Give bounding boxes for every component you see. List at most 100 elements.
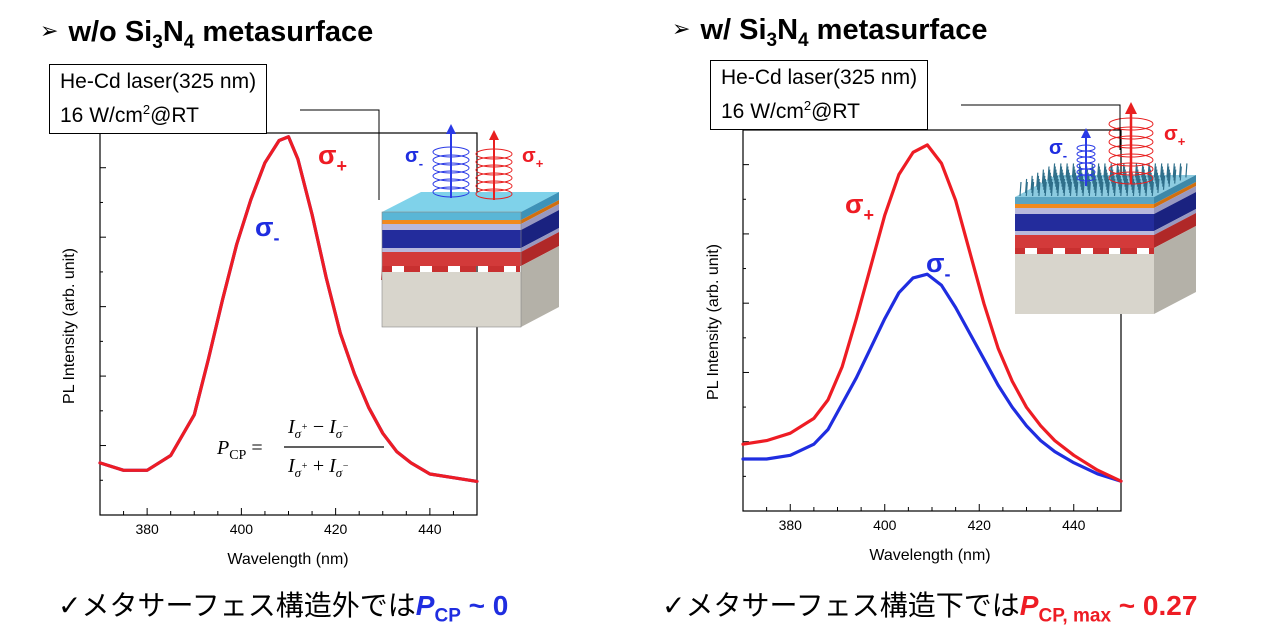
metasurface-pillar [1116, 163, 1119, 178]
laser-line-2: 16 W/cm2@RT [721, 98, 861, 123]
right-x-tick-label: 420 [968, 517, 992, 533]
metasurface-pillar [1067, 172, 1070, 187]
metasurface-pillar [1143, 172, 1146, 187]
metasurface-pillar [1120, 181, 1123, 197]
formula-denominator: Iσ+ + Iσ− [287, 455, 349, 480]
left-laser-connector [300, 109, 380, 200]
metasurface-pillar [1160, 163, 1163, 178]
formula-numerator: Iσ+ − Iσ− [287, 416, 349, 441]
metasurface-pillar [1156, 175, 1159, 190]
metasurface-pillar [1047, 166, 1050, 181]
metasurface-pillar [1161, 169, 1164, 184]
left-y-axis-label: PL Intensity (arb. unit) [61, 248, 78, 404]
metasurface-pillar [1144, 178, 1147, 193]
sigma-minus-beam-icon [1076, 128, 1096, 186]
metasurface-pillar [1157, 178, 1160, 193]
metasurface-pillar [1071, 163, 1075, 178]
metasurface-pillar [1125, 178, 1128, 193]
right-y-axis-label: PL Intensity (arb. unit) [705, 244, 722, 400]
left-heading: ➢ w/o Si3N4 metasurface [40, 16, 374, 53]
metasurface-pillar [1153, 163, 1156, 178]
metasurface-pillar [1048, 169, 1051, 184]
metasurface-pillar [1095, 181, 1098, 197]
metasurface-pillar [1100, 178, 1103, 193]
metasurface-pillar [1036, 175, 1040, 190]
metasurface-pillar [1138, 178, 1141, 193]
metasurface-pillar [1125, 175, 1128, 190]
metasurface-pillar [1060, 169, 1063, 184]
check-icon: ✓ [58, 590, 82, 621]
metasurface-pillar [1094, 178, 1097, 193]
metasurface-pillar [1076, 181, 1079, 197]
metasurface-pillar [1110, 166, 1113, 181]
metasurface-pillar [1067, 169, 1070, 184]
right-laser-connector [961, 104, 1121, 150]
metasurface-pillar [1074, 172, 1077, 187]
right-x-tick-label: 400 [873, 517, 897, 533]
metasurface-pillar [1106, 178, 1110, 193]
right-schematic-sigma-minus: σ- [1049, 137, 1067, 163]
left-device-schematic: σ- σ+ [381, 124, 559, 328]
metasurface-pillar [1073, 169, 1076, 184]
metasurface-pillar [1179, 163, 1182, 178]
metasurface-pillar [1069, 178, 1072, 193]
metasurface-pillar [1104, 169, 1107, 184]
metasurface-pillar [1123, 166, 1126, 181]
left-schematic-sigma-minus: σ- [405, 145, 423, 171]
metasurface-pillar [1167, 166, 1170, 181]
left-chart: 380 400 420 440 Wavelength (nm) PL Intensit… [61, 132, 479, 568]
metasurface-pillar [1162, 172, 1165, 187]
metasurface-pillar [1049, 175, 1052, 190]
metasurface-pillar [1151, 181, 1154, 197]
left-legend-sigma-minus: σ- [255, 212, 279, 248]
pcp-formula: PCP = Iσ+ − Iσ− Iσ+ + Iσ− [216, 416, 384, 480]
metasurface-pillar [1179, 166, 1182, 181]
sigma-plus-beam-icon [475, 130, 513, 200]
metasurface-pillar [1167, 169, 1170, 184]
metasurface-pillar [1066, 166, 1069, 181]
metasurface-pillar [1141, 166, 1145, 181]
right-x-tick-label: 440 [1062, 517, 1086, 533]
metasurface-pillar [1019, 181, 1022, 197]
metasurface-pillar [1091, 166, 1094, 181]
metasurface-pillar [1074, 175, 1077, 190]
metasurface-pillar [1099, 175, 1103, 190]
laser-line-2: 16 W/cm2@RT [60, 102, 200, 127]
left-laser-info-box: He-Cd laser(325 nm) 16 W/cm2@RT [49, 64, 268, 134]
metasurface-pillar [1142, 169, 1145, 184]
arrow-bullet-icon: ➢ [40, 18, 59, 43]
metasurface-pillar [1098, 169, 1101, 184]
right-schematic-sigma-plus: σ+ [1164, 123, 1186, 149]
left-schematic-sigma-plus: σ+ [522, 145, 544, 171]
sigma-minus-beam-icon [432, 124, 470, 198]
metasurface-pillar [1112, 175, 1115, 190]
metasurface-pillar [1154, 166, 1157, 181]
metasurface-pillar [1172, 163, 1175, 178]
metasurface-pillar [1151, 178, 1154, 193]
metasurface-pillar [1148, 166, 1151, 181]
right-series-sigma-plus [741, 143, 1123, 483]
laser-line-1: He-Cd laser(325 nm) [60, 70, 257, 93]
right-series-sigma-minus [741, 272, 1123, 483]
metasurface-pillar [1088, 181, 1091, 197]
metasurface-pillar [1107, 181, 1110, 197]
metasurface-pillar [1131, 175, 1134, 190]
left-x-tick-label: 440 [418, 521, 442, 537]
left-legend-sigma-plus: σ+ [318, 140, 347, 176]
metasurface-pillar [1061, 172, 1064, 187]
metasurface-pillar [1041, 169, 1044, 184]
metasurface-pillar [1044, 181, 1047, 197]
metasurface-pillar [1141, 163, 1144, 178]
right-chart: 380 400 420 440 Wavelength (nm) PL Intensit… [705, 129, 1123, 564]
arrow-bullet-icon: ➢ [672, 16, 691, 41]
metasurface-pillar [1068, 175, 1071, 190]
left-x-tick-label: 400 [230, 521, 254, 537]
metasurface-pillar [1042, 172, 1045, 187]
metasurface-pillar [1168, 172, 1171, 187]
metasurface-pillar [1075, 178, 1078, 193]
metasurface-pillar [1037, 178, 1040, 193]
metasurface-pillar [1050, 181, 1054, 197]
metasurface-pillar [1139, 181, 1142, 197]
metasurface-pillar [1053, 166, 1056, 181]
metasurface-pillar [1101, 181, 1104, 197]
